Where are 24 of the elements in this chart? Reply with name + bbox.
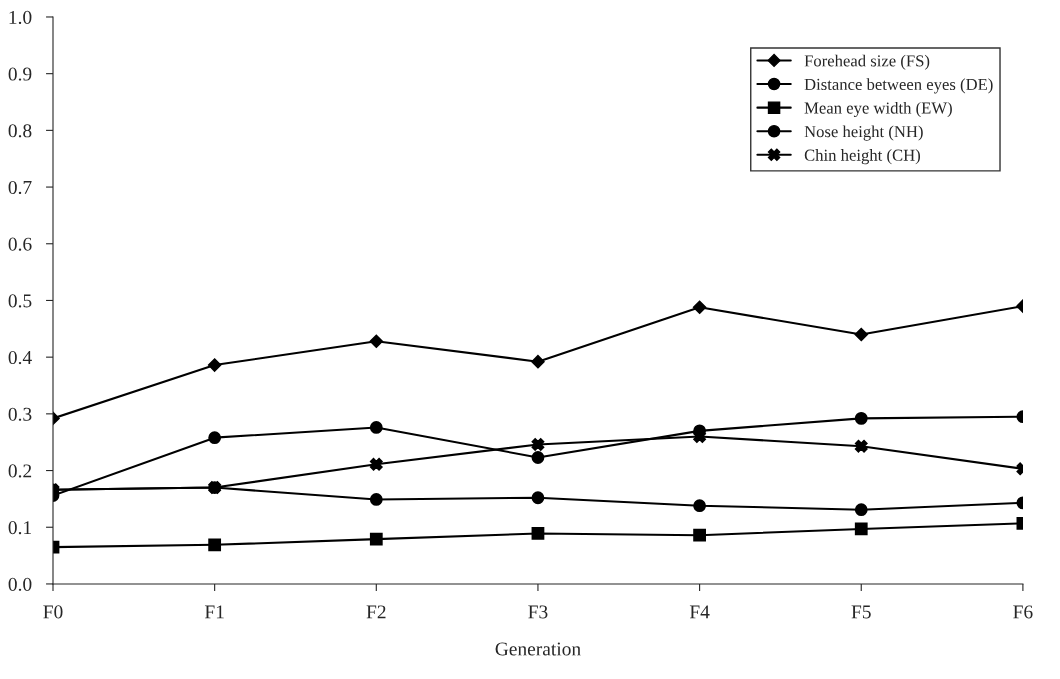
y-tick-label: 0.6 xyxy=(8,237,32,251)
y-tick-label: 1.0 xyxy=(9,10,32,24)
y-tick-label: 0.5 xyxy=(8,294,32,308)
legend-label: Distance between eyes (DE) xyxy=(804,78,993,94)
x-tick-label: F6 xyxy=(1013,605,1033,619)
x-tick-label: F3 xyxy=(528,605,548,619)
y-tick-label: 0.0 xyxy=(8,577,32,591)
x-tick-label: F1 xyxy=(204,605,224,619)
y-tick-label: 0.7 xyxy=(8,180,32,195)
x-axis-title: Generation xyxy=(495,642,581,656)
legend-label: Mean eye width (EW) xyxy=(804,101,952,118)
y-tick-label: 0.4 xyxy=(8,350,32,365)
x-tick-label: F0 xyxy=(43,605,63,619)
legend-label: Chin height (CH) xyxy=(804,149,920,165)
y-tick-label: 0.1 xyxy=(8,521,31,535)
x-tick-label: F4 xyxy=(689,605,710,619)
legend-label: Nose height (NH) xyxy=(804,125,923,141)
x-tick-label: F5 xyxy=(851,605,871,619)
y-tick-label: 0.8 xyxy=(8,124,32,138)
x-tick-label: F2 xyxy=(366,605,386,619)
y-tick-label: 0.2 xyxy=(8,464,32,478)
y-tick-label: 0.9 xyxy=(8,67,32,81)
y-tick-label: 0.3 xyxy=(8,407,32,421)
legend-label: Forehead size (FS) xyxy=(804,54,930,70)
